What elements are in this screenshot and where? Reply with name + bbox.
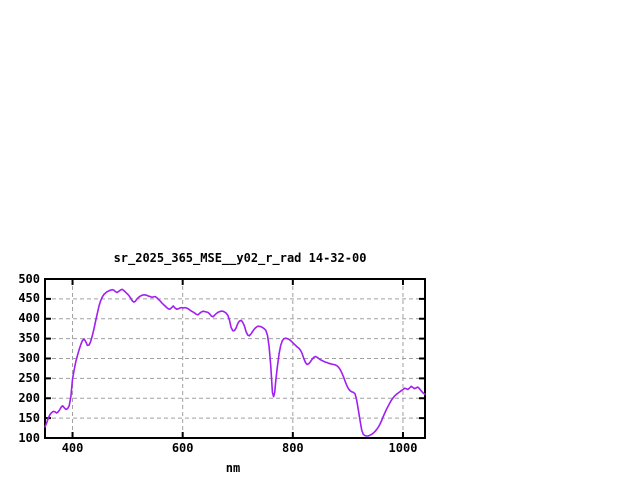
y-tick-label: 200: [18, 390, 40, 405]
chart-title: sr_2025_365_MSE__y02_r_rad 14-32-00: [113, 251, 367, 265]
y-tick-label: 100: [18, 430, 40, 445]
y-tick-label: 500: [18, 271, 40, 286]
y-tick-label: 450: [18, 291, 40, 306]
x-tick-label: 400: [61, 441, 84, 455]
x-tick-label: 1000: [388, 441, 418, 455]
x-axis-label: nm: [225, 461, 241, 475]
x-axis-tick-labels: 400 600 800 1000: [0, 442, 640, 458]
y-tick-label: 350: [18, 331, 40, 346]
y-axis-tick-labels: 100 150 200 250 300 350 400 450 500: [0, 0, 40, 480]
y-tick-label: 400: [18, 311, 40, 326]
y-tick-label: 150: [18, 410, 40, 425]
x-tick-label: 600: [171, 441, 194, 455]
spectrum-curve: [44, 288, 426, 437]
y-tick-label: 250: [18, 370, 40, 385]
x-tick-label: 800: [281, 441, 304, 455]
y-tick-label: 300: [18, 351, 40, 365]
